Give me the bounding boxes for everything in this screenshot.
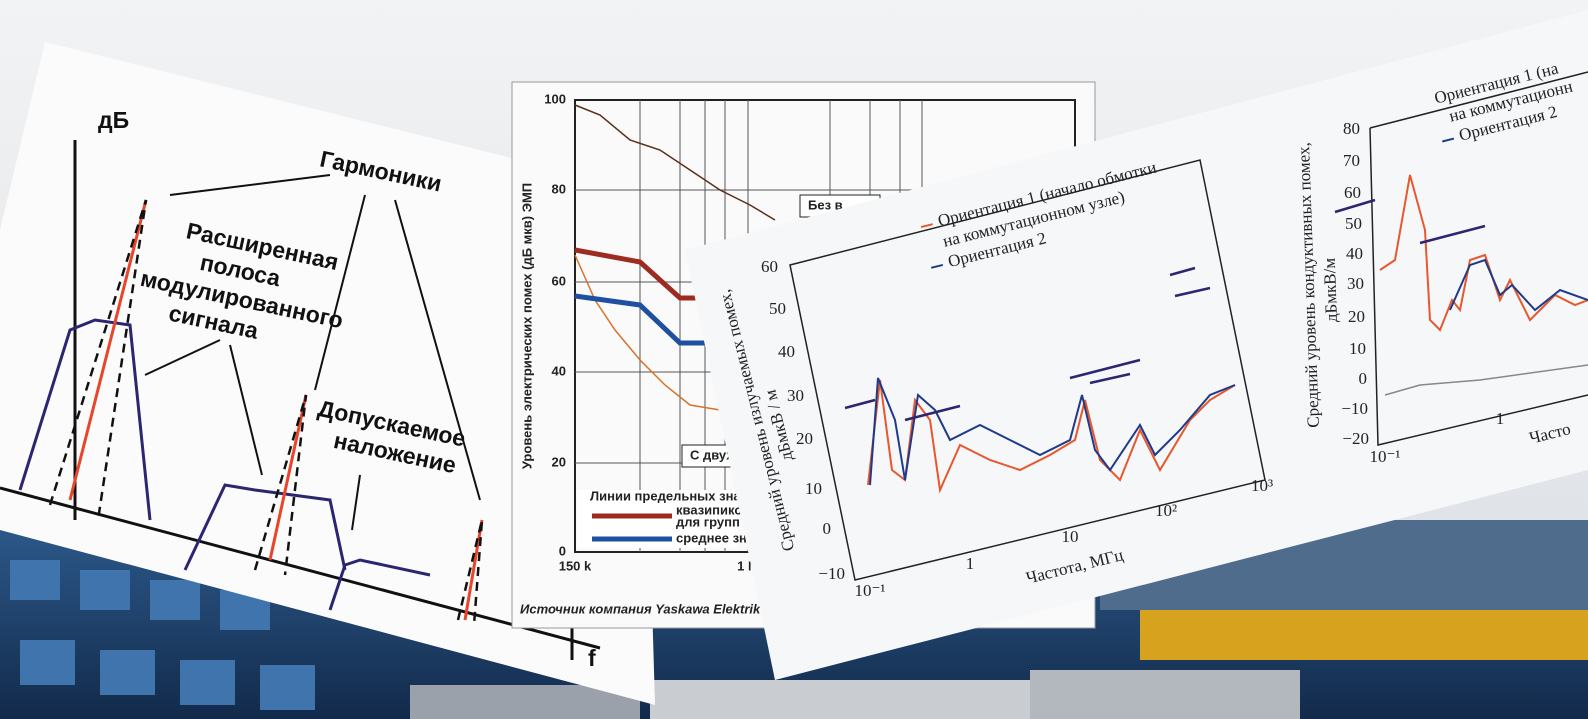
absorbers <box>10 560 60 600</box>
limit-lines <box>1419 224 1486 245</box>
y-tick-label: 0 <box>559 543 566 558</box>
curve <box>1379 174 1588 332</box>
limit-lines <box>1169 266 1196 277</box>
sketch-bands <box>18 318 152 521</box>
plot-frame <box>1369 71 1588 129</box>
sketch-arrows <box>351 474 361 531</box>
sketch-envelopes <box>253 394 308 576</box>
y-tick-label: 10 <box>1349 339 1366 358</box>
limit-lines <box>844 398 876 410</box>
floor-absorbers <box>1140 610 1588 660</box>
sketch-bands <box>183 483 347 571</box>
y-tick-label: 80 <box>552 181 566 196</box>
sketch-harmonics <box>268 394 308 561</box>
absorbers <box>180 660 235 705</box>
y-tick-label: 50 <box>769 299 786 318</box>
y-tick-label: 80 <box>1343 119 1360 138</box>
y-label: Уровень электрических помех (дБ мкв) ЭМП <box>519 183 534 469</box>
x-tick-label: 10⁻¹ <box>854 581 885 600</box>
absorbers <box>100 650 155 695</box>
y-tick-label: 20 <box>796 429 813 448</box>
axis-label: дБ <box>98 107 129 133</box>
limit-lines <box>1334 198 1486 245</box>
limit-lines <box>904 404 961 422</box>
sketch-envelopes <box>48 199 148 521</box>
curve <box>1384 364 1588 396</box>
instrument <box>650 680 1030 719</box>
y-tick-label: 60 <box>552 273 566 288</box>
absorbers <box>260 665 315 710</box>
plot-frame <box>789 159 1266 581</box>
y-label: дБмкВ/м <box>1320 257 1341 322</box>
y-tick-label: 20 <box>1348 307 1365 326</box>
y-tick-label: 40 <box>778 342 795 361</box>
legend <box>920 223 933 229</box>
absorbers <box>10 560 315 710</box>
curve <box>574 293 720 346</box>
legend <box>1442 137 1455 143</box>
x-tick-label: 10⁻¹ <box>1369 447 1400 466</box>
sketch-arrows <box>144 174 481 531</box>
floor-absorbers <box>1140 610 1588 660</box>
limit-lines <box>844 266 1211 422</box>
sketch-bands <box>18 318 431 611</box>
sketch-harmonics <box>68 199 148 501</box>
curve <box>1449 258 1588 312</box>
plot-frame <box>1369 127 1588 446</box>
curve <box>574 104 776 221</box>
y-tick-label: 40 <box>552 363 566 378</box>
limit-lines <box>1089 372 1131 385</box>
instrument <box>1030 670 1300 719</box>
y-tick-label: 60 <box>1344 183 1361 202</box>
x-tick-label: 1 <box>1496 409 1505 428</box>
sketch-harmonics <box>68 199 484 621</box>
y-tick-label: 60 <box>761 257 778 276</box>
legend <box>930 263 944 269</box>
card <box>0 42 655 705</box>
source: Источник компания Yaskawa Elektrik и жур… <box>520 601 837 616</box>
sketch-arrows <box>229 344 263 476</box>
y-tick-label: −10 <box>1341 399 1368 418</box>
card <box>685 10 1588 680</box>
absorbers <box>150 580 200 620</box>
x-tick-label: 10³ <box>1251 476 1273 495</box>
box-label: Без в <box>808 197 843 212</box>
limit-lines <box>1334 198 1376 214</box>
limit-lines <box>1069 358 1141 380</box>
absorbers <box>20 640 75 685</box>
sketch-arrows <box>314 194 366 391</box>
sketch-harmonics <box>463 519 484 621</box>
sketch-envelopes <box>48 199 484 626</box>
box-label: С двух <box>690 447 734 462</box>
curve <box>869 377 1236 486</box>
sketch-bands <box>328 558 431 611</box>
x-tick-label: 10² <box>1155 501 1177 520</box>
y-tick-label: 50 <box>1345 214 1362 233</box>
y-tick-label: 40 <box>1346 244 1363 263</box>
limit-lines <box>1174 286 1211 298</box>
y-tick-label: −20 <box>1342 429 1369 448</box>
y-tick-label: 0 <box>823 519 832 538</box>
y-tick-label: 70 <box>1343 151 1360 170</box>
y-tick-label: 30 <box>787 386 804 405</box>
x-tick-label: 1 <box>966 554 975 573</box>
y-tick-label: 20 <box>552 454 566 469</box>
x-tick-label: 150 k <box>559 558 592 573</box>
y-tick-label: −10 <box>818 564 845 583</box>
sketch-arrows <box>144 339 221 376</box>
axis-label: f <box>588 645 596 671</box>
y-tick-label: 30 <box>1347 274 1364 293</box>
legend-title: Линии предельных значен <box>590 488 763 503</box>
sketch-arrows <box>394 199 481 501</box>
absorbers <box>80 570 130 610</box>
x-tick-label: 10 <box>1062 527 1079 546</box>
y-tick-label: 0 <box>1359 369 1368 388</box>
y-tick-label: 10 <box>805 479 822 498</box>
sketch-arrows <box>169 174 331 196</box>
y-tick-label: 100 <box>544 91 566 106</box>
sketch-envelopes <box>456 519 484 626</box>
